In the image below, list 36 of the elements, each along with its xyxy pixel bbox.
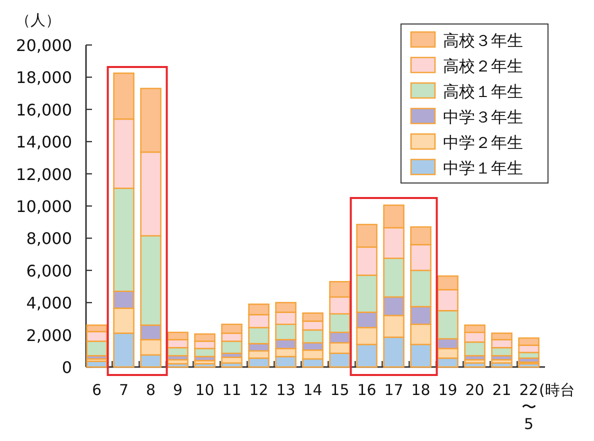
y-tick-label: 16,000 bbox=[16, 100, 72, 120]
legend-label: 中学３年生 bbox=[443, 108, 523, 126]
y-tick-label: 0 bbox=[62, 358, 72, 377]
y-axis-title: （人） bbox=[16, 11, 60, 29]
x-tick-label: 16 bbox=[357, 381, 376, 399]
y-tick-label: 10,000 bbox=[16, 197, 72, 216]
x-tick-label: 20 bbox=[465, 381, 484, 399]
x-tick-label: 18 bbox=[411, 381, 430, 399]
x-tick-label: 8 bbox=[146, 381, 156, 399]
x-tick-label: 22 〜 5 bbox=[519, 381, 538, 433]
legend-label: 中学２年生 bbox=[443, 133, 523, 152]
legend-label: 高校３年生 bbox=[443, 31, 523, 50]
y-tick-label: 20,000 bbox=[16, 36, 72, 55]
legend-label: 中学１年生 bbox=[443, 158, 523, 178]
x-tick-label: 15 bbox=[330, 381, 350, 399]
x-tick-label: 21 bbox=[492, 381, 512, 399]
legend-label: 高校２年生 bbox=[443, 56, 523, 76]
x-tick-label: 12 bbox=[249, 381, 268, 399]
x-tick-label: 6 bbox=[92, 381, 102, 399]
y-tick-label: 8,000 bbox=[26, 229, 72, 248]
legend-label: 高校１年生 bbox=[443, 82, 523, 101]
x-tick-label: 14 bbox=[303, 381, 322, 399]
x-tick-label: 13 bbox=[276, 381, 296, 399]
x-tick-label: 19 bbox=[438, 381, 458, 399]
y-tick-label: 2,000 bbox=[26, 326, 72, 345]
y-tick-label: 4,000 bbox=[26, 294, 72, 313]
y-tick-label: 6,000 bbox=[26, 261, 72, 280]
x-tick-label: 11 bbox=[222, 381, 242, 399]
x-tick-label: 7 bbox=[119, 381, 129, 399]
x-tick-label: 9 bbox=[173, 381, 183, 399]
y-tick-label: 18,000 bbox=[16, 68, 72, 88]
y-tick-label: 12,000 bbox=[16, 164, 72, 184]
x-tick-label: 10 bbox=[195, 381, 214, 399]
x-axis-title: (時台 bbox=[539, 381, 575, 399]
x-tick-label: 17 bbox=[384, 381, 404, 399]
y-tick-label: 14,000 bbox=[16, 132, 72, 152]
